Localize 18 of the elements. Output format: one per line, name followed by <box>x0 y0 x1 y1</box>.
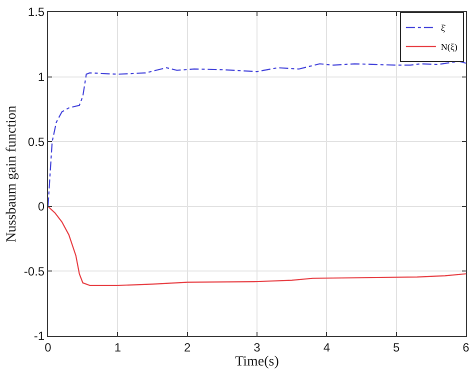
y-tick-label: -0.5 <box>24 264 45 278</box>
y-tick-label: -1 <box>34 329 45 344</box>
y-tick-label: 0.5 <box>28 134 45 149</box>
y-tick-label: 1 <box>38 70 45 84</box>
x-tick-label: 3 <box>254 340 261 354</box>
x-tick-label: 4 <box>323 340 330 354</box>
line-series <box>48 60 466 207</box>
x-tick-label: 5 <box>392 340 400 354</box>
x-tick-label: 1 <box>114 340 122 354</box>
legend-label: N(ξ) <box>440 42 458 52</box>
y-tick-label: 0 <box>38 200 45 214</box>
line-series <box>48 206 466 286</box>
x-tick-label: 6 <box>462 340 470 354</box>
x-tick-label: 2 <box>184 340 191 354</box>
x-axis-title: Time(s) <box>235 354 280 370</box>
legend-label: ξ̇ <box>440 23 446 34</box>
y-tick-label: 1.5 <box>28 5 45 20</box>
y-axis-title: Nussbaum gain function <box>4 106 20 242</box>
